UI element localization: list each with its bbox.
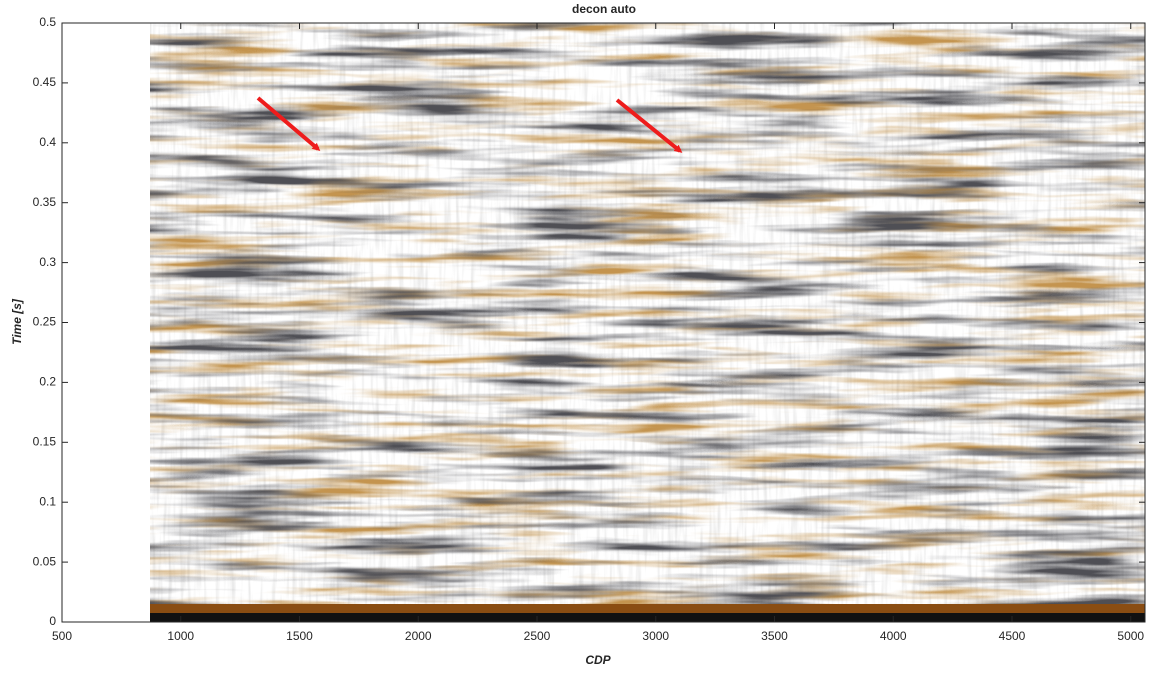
y-tick-label: 0.2 xyxy=(39,375,56,389)
y-tick-label: 0.35 xyxy=(33,195,57,209)
y-tick-label: 0.3 xyxy=(39,255,56,269)
annotation-arrow xyxy=(256,96,321,151)
x-tick-label: 1500 xyxy=(286,629,313,643)
x-tick-label: 5000 xyxy=(1117,629,1144,643)
y-tick-label: 0.25 xyxy=(33,315,57,329)
y-tick-label: 0.05 xyxy=(33,554,57,568)
y-tick-label: 0.4 xyxy=(39,135,56,149)
x-tick-label: 2500 xyxy=(524,629,551,643)
annotation-arrow xyxy=(615,98,683,153)
x-tick-label: 2000 xyxy=(405,629,432,643)
x-tick-label: 3500 xyxy=(761,629,788,643)
x-tick-label: 4500 xyxy=(999,629,1026,643)
y-tick-label: 0.45 xyxy=(33,75,57,89)
x-tick-label: 3000 xyxy=(642,629,669,643)
x-tick-label: 4000 xyxy=(880,629,907,643)
y-tick-label: 0 xyxy=(49,614,56,628)
x-tick-label: 1000 xyxy=(167,629,194,643)
x-axis-label: CDP xyxy=(585,653,611,667)
y-tick-label: 0.5 xyxy=(39,15,56,29)
chart-title: decon auto xyxy=(572,2,636,16)
y-tick-label: 0.15 xyxy=(33,434,57,448)
y-tick-label: 0.1 xyxy=(39,494,56,508)
seismic-image xyxy=(150,23,1145,622)
x-tick-label: 500 xyxy=(52,629,72,643)
y-axis-label: Time [s] xyxy=(10,298,24,345)
